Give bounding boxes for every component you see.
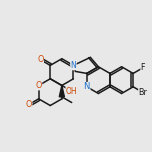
- Text: Br: Br: [139, 88, 147, 97]
- Text: O: O: [37, 55, 44, 64]
- Polygon shape: [59, 85, 64, 97]
- Text: F: F: [141, 63, 145, 72]
- Text: N: N: [84, 82, 90, 91]
- Text: OH: OH: [66, 87, 78, 96]
- Text: O: O: [35, 81, 42, 90]
- Text: O: O: [26, 100, 32, 109]
- Text: N: N: [71, 61, 76, 70]
